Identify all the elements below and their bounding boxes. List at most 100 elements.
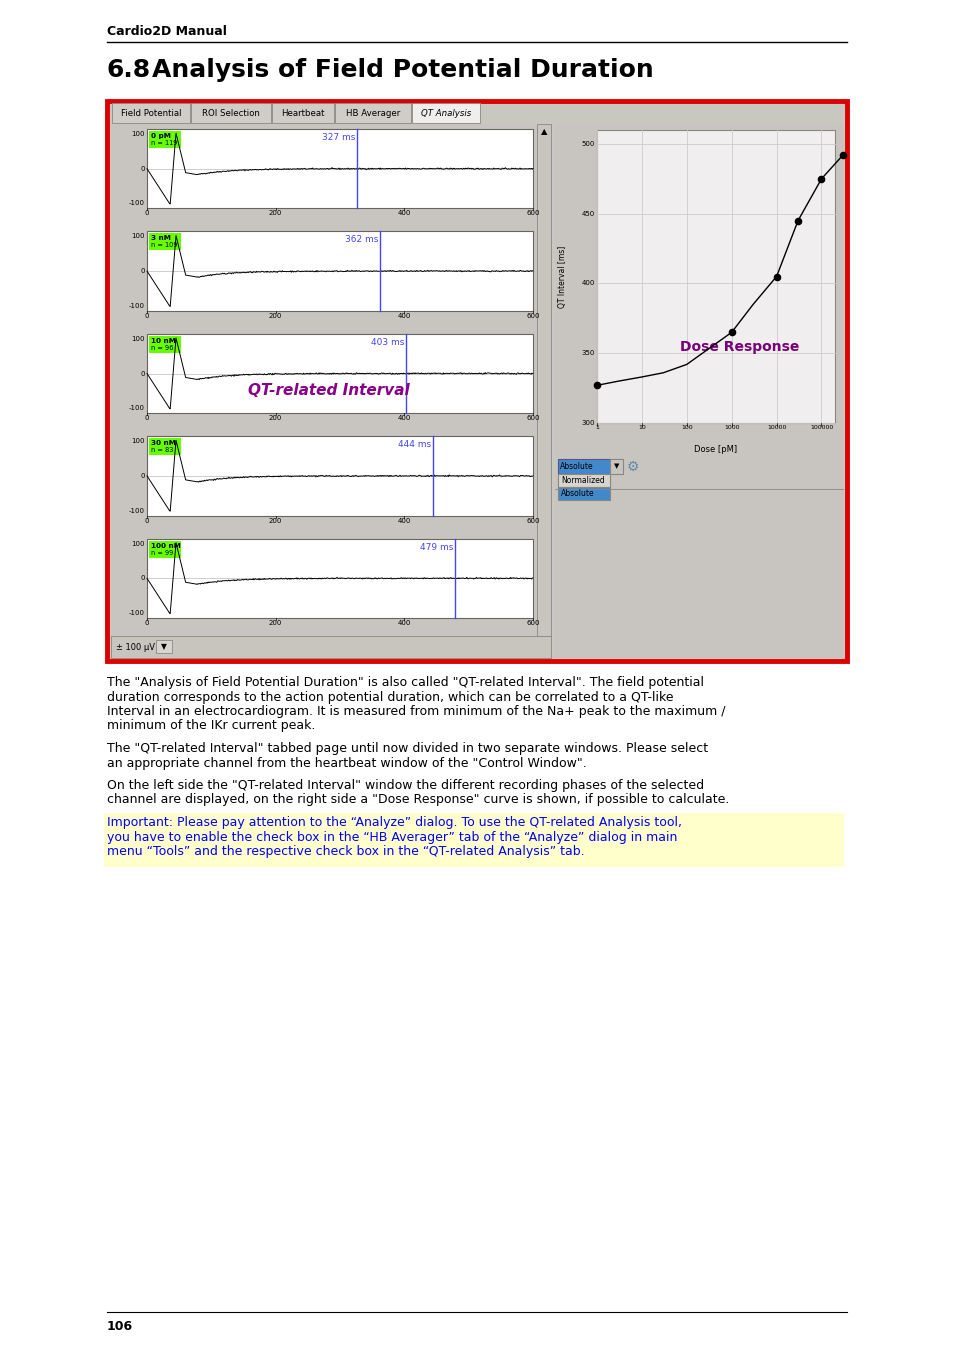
Text: 100: 100: [132, 131, 145, 136]
Text: 400: 400: [397, 416, 411, 421]
Text: Field Potential: Field Potential: [121, 109, 181, 117]
Text: 106: 106: [107, 1320, 133, 1332]
Bar: [149, 131, 181, 148]
Text: 500: 500: [581, 140, 595, 147]
Text: 1000: 1000: [723, 425, 739, 431]
Text: Heartbeat: Heartbeat: [281, 109, 324, 117]
Text: 403 ms: 403 ms: [371, 338, 404, 347]
Text: 327 ms: 327 ms: [322, 134, 355, 142]
Text: 0: 0: [140, 269, 145, 274]
Text: 200: 200: [269, 620, 282, 626]
Bar: [149, 439, 181, 455]
Bar: [609, 459, 622, 474]
Text: n = 96: n = 96: [151, 344, 173, 351]
Text: 6.8: 6.8: [107, 58, 151, 82]
Text: you have to enable the check box in the “HB Averager” tab of the “Analyze” dialo: you have to enable the check box in the …: [107, 830, 677, 844]
Bar: [335, 103, 411, 123]
Point: [768, 266, 783, 288]
Text: 0: 0: [145, 620, 149, 626]
Text: 30 nM: 30 nM: [151, 440, 175, 447]
Text: menu “Tools” and the respective check box in the “QT-related Analysis” tab.: menu “Tools” and the respective check bo…: [107, 845, 584, 859]
Bar: [555, 124, 842, 657]
Text: 200: 200: [269, 517, 282, 524]
Bar: [156, 640, 172, 653]
Text: 0: 0: [140, 575, 145, 582]
Bar: [107, 101, 846, 662]
Text: 600: 600: [526, 517, 539, 524]
Text: 400: 400: [397, 313, 411, 319]
Text: QT Analysis: QT Analysis: [420, 109, 471, 117]
Point: [835, 144, 850, 166]
Text: n = 109: n = 109: [151, 243, 177, 248]
Text: 300: 300: [581, 420, 595, 427]
Text: 0: 0: [145, 517, 149, 524]
Text: 600: 600: [526, 620, 539, 626]
Text: minimum of the IKr current peak.: minimum of the IKr current peak.: [107, 720, 315, 733]
Text: 100: 100: [132, 439, 145, 444]
Text: ▼: ▼: [161, 643, 167, 651]
Text: -100: -100: [129, 302, 145, 309]
Text: 0: 0: [140, 370, 145, 377]
Text: 400: 400: [581, 281, 595, 286]
Bar: [147, 539, 533, 618]
Text: -100: -100: [129, 405, 145, 412]
Text: ⚙: ⚙: [626, 459, 639, 474]
Text: 200: 200: [269, 416, 282, 421]
Text: 600: 600: [526, 416, 539, 421]
Text: 10: 10: [638, 425, 645, 431]
Bar: [149, 234, 181, 250]
Point: [723, 321, 739, 343]
Point: [813, 167, 828, 189]
Text: ▲: ▲: [540, 127, 547, 136]
Text: 100 nM: 100 nM: [151, 543, 181, 548]
Text: 0 pM: 0 pM: [151, 134, 171, 139]
Text: 100: 100: [132, 336, 145, 342]
Bar: [537, 124, 551, 636]
Text: 1: 1: [595, 425, 598, 431]
Text: n = 119: n = 119: [151, 140, 177, 146]
Text: ROI Selection: ROI Selection: [202, 109, 259, 117]
Text: -100: -100: [129, 200, 145, 207]
Text: 400: 400: [397, 517, 411, 524]
Text: 600: 600: [526, 211, 539, 216]
Bar: [191, 103, 271, 123]
Bar: [272, 103, 334, 123]
Text: ± 100 μV: ± 100 μV: [116, 643, 154, 652]
Text: 479 ms: 479 ms: [419, 543, 453, 552]
Bar: [558, 487, 609, 500]
Text: 444 ms: 444 ms: [397, 440, 430, 450]
Bar: [112, 103, 190, 123]
Text: Interval in an electrocardiogram. It is measured from minimum of the Na+ peak to: Interval in an electrocardiogram. It is …: [107, 705, 724, 718]
Bar: [111, 124, 551, 657]
Bar: [147, 231, 533, 310]
Text: 3 nM: 3 nM: [151, 235, 171, 242]
Text: duration corresponds to the action potential duration, which can be correlated t: duration corresponds to the action poten…: [107, 690, 673, 703]
Bar: [558, 459, 609, 474]
Text: The "Analysis of Field Potential Duration" is also called "QT-related Interval".: The "Analysis of Field Potential Duratio…: [107, 676, 703, 688]
Text: HB Averager: HB Averager: [346, 109, 399, 117]
Bar: [558, 474, 609, 487]
Text: 400: 400: [397, 620, 411, 626]
Text: Absolute: Absolute: [560, 489, 594, 498]
Text: 0: 0: [145, 211, 149, 216]
Text: The "QT-related Interval" tabbed page until now divided in two separate windows.: The "QT-related Interval" tabbed page un…: [107, 743, 707, 755]
Text: 350: 350: [581, 350, 595, 356]
Bar: [104, 813, 843, 867]
Text: channel are displayed, on the right side a "Dose Response" curve is shown, if po: channel are displayed, on the right side…: [107, 794, 729, 806]
Bar: [111, 636, 551, 657]
Text: an appropriate channel from the heartbeat window of the "Control Window".: an appropriate channel from the heartbea…: [107, 756, 586, 770]
Text: 100: 100: [132, 540, 145, 547]
Text: QT-related Interval: QT-related Interval: [247, 383, 409, 398]
Text: ▼: ▼: [613, 463, 618, 470]
Text: 0: 0: [145, 416, 149, 421]
Text: 10 nM: 10 nM: [151, 338, 175, 344]
Text: 10000: 10000: [766, 425, 785, 431]
Text: 400: 400: [397, 211, 411, 216]
Text: n = 99: n = 99: [151, 549, 173, 556]
Text: 200: 200: [269, 211, 282, 216]
Text: Important: Please pay attention to the “Analyze” dialog. To use the QT-related A: Important: Please pay attention to the “…: [107, 815, 681, 829]
Text: -100: -100: [129, 508, 145, 513]
Text: 200: 200: [269, 313, 282, 319]
Text: Cardio2D Manual: Cardio2D Manual: [107, 26, 227, 38]
Text: Absolute: Absolute: [559, 462, 593, 471]
